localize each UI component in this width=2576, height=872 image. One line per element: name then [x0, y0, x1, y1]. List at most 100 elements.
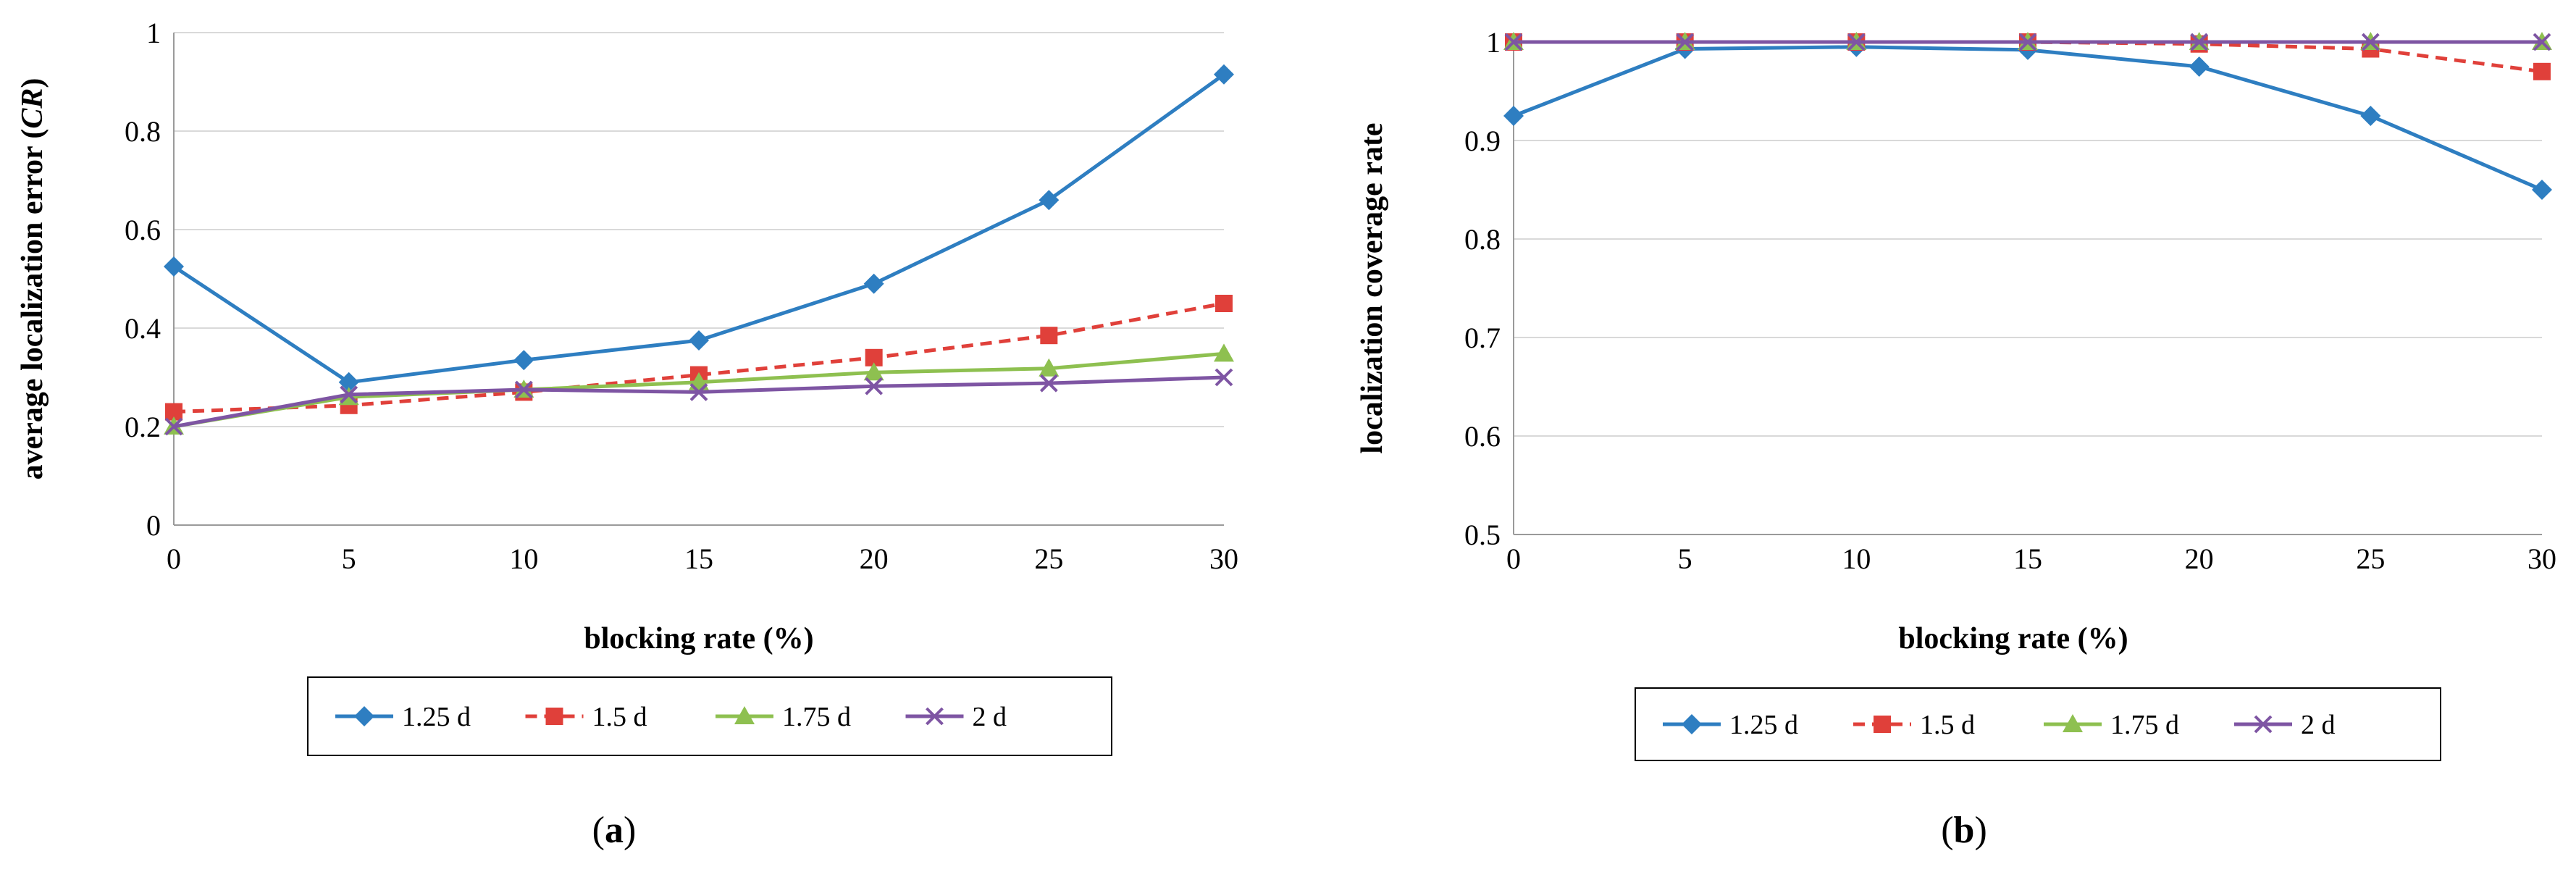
chart-a-legend-marker — [354, 706, 374, 726]
chart-b-data-point — [1847, 33, 1866, 51]
chart-b-y-tick-label: 0.5 — [1464, 519, 1501, 551]
chart-a-y-axis-title: average localization error (CR) — [16, 78, 49, 480]
chart-b-legend-marker — [2063, 714, 2083, 732]
chart-a-x-tick-label: 5 — [342, 542, 356, 575]
chart-a-series-1-25-d — [164, 64, 1234, 393]
chart-a-data-point — [514, 380, 533, 399]
chart-b-legend-label: 1.25 d — [1729, 710, 1798, 740]
chart-b-data-point — [1504, 33, 1523, 51]
chart-b-x-tick-labels: 0 5 10 15 20 25 30 — [1506, 542, 2556, 575]
chart-a-legend-label: 2 d — [973, 702, 1007, 732]
chart-b-data-point — [2360, 106, 2381, 126]
chart-b-data-point — [2532, 180, 2552, 200]
chart-b-x-tick-label: 25 — [2356, 542, 2385, 575]
chart-b-y-tick-label: 0.7 — [1464, 322, 1501, 354]
chart-b-series-2-d — [1504, 33, 2551, 51]
chart-b-y-axis-title: localization coverage rate — [1356, 122, 1389, 453]
chart-b-gridlines — [1514, 41, 2542, 437]
chart-b-legend-marker — [1682, 714, 1702, 734]
chart-b-legend-label: 1.5 d — [1920, 710, 1975, 740]
chart-b-panel-label: (b) — [1941, 810, 1987, 851]
chart-a-data-point — [863, 273, 884, 294]
chart-b-legend-item: 1.5 d — [1853, 710, 1975, 740]
chart-b-series-1-25-d — [1503, 36, 2552, 200]
chart-b-x-tick-label: 20 — [2185, 542, 2214, 575]
chart-a-data-point — [1214, 343, 1234, 362]
chart-a-data-point — [340, 385, 358, 404]
chart-b-data-point — [2361, 33, 2380, 51]
chart-b-x-tick-label: 10 — [1842, 542, 1871, 575]
chart-a-data-point — [164, 256, 184, 277]
chart-a-x-tick-label: 30 — [1209, 542, 1238, 575]
chart-b-y-tick-label: 0.8 — [1464, 223, 1501, 256]
chart-b-y-tick-labels: 0.5 0.6 0.7 0.8 0.9 1 — [1464, 26, 1501, 551]
chart-b-legend — [1635, 687, 2441, 761]
chart-a-x-tick-label: 25 — [1034, 542, 1063, 575]
chart-a-x-tick-label: 20 — [860, 542, 889, 575]
chart-b-legend-item: 1.75 d — [2044, 710, 2179, 740]
chart-a-x-tick-label: 0 — [167, 542, 181, 575]
chart-a-legend-label: 1.5 d — [592, 702, 647, 732]
chart-a-y-tick-label: 1 — [146, 17, 161, 49]
chart-a-legend-marker — [545, 708, 563, 725]
chart-b-series-line — [1513, 45, 2543, 192]
chart-a-legend-item: 2 d — [905, 702, 1007, 732]
chart-b-legend-item: 1.25 d — [1663, 710, 1798, 740]
chart-a-data-point — [1040, 327, 1058, 345]
chart-b-data-point — [2533, 33, 2551, 51]
chart-b: 0.5 0.6 0.7 0.8 0.9 1 0 5 10 15 20 25 30 localizati… — [1356, 26, 2556, 851]
chart-a-x-tick-label: 10 — [509, 542, 538, 575]
chart-a-x-axis-title: blocking rate (%) — [584, 622, 813, 655]
chart-a-data-point — [1214, 368, 1233, 387]
chart-a-series-1-75-d — [164, 343, 1234, 435]
chart-a-legend-entries: 1.25 d 1.5 d 1.75 d 2 d — [335, 702, 1007, 732]
chart-a-data-point — [865, 377, 884, 395]
chart-a-data-point — [689, 382, 708, 401]
chart-a-series-2-d — [164, 368, 1233, 436]
chart-a-y-tick-label: 0.2 — [125, 411, 161, 443]
chart-a-data-point — [1039, 358, 1060, 377]
chart-a-data-point — [689, 330, 709, 351]
chart-a-legend-item: 1.75 d — [716, 702, 851, 732]
chart-a-x-tick-labels: 0 5 10 15 20 25 30 — [167, 542, 1238, 575]
chart-a-data-point — [338, 372, 359, 393]
chart-a-data-point — [513, 350, 534, 371]
chart-a-data-point — [1039, 190, 1060, 211]
chart-b-y-tick-label: 1 — [1486, 26, 1501, 59]
chart-a-legend-label: 1.25 d — [402, 702, 471, 732]
chart-a-legend-item: 1.5 d — [525, 702, 647, 732]
chart-a-series — [164, 64, 1234, 436]
chart-b-data-point — [2189, 56, 2210, 77]
chart-a-legend-marker — [734, 706, 755, 724]
chart-b-x-tick-label: 0 — [1506, 542, 1521, 575]
chart-a-data-point — [863, 362, 884, 381]
chart-b-x-tick-label: 15 — [2013, 542, 2042, 575]
chart-a-y-tick-label: 0 — [146, 509, 161, 542]
chart-b-legend-label: 2 d — [2301, 710, 2336, 740]
chart-a-y-tick-labels: 0 0.2 0.4 0.6 0.8 1 — [125, 17, 161, 542]
chart-b-data-point — [1503, 106, 1524, 126]
chart-a-legend-item: 1.25 d — [335, 702, 471, 732]
chart-b-y-tick-label: 0.9 — [1464, 125, 1501, 157]
chart-a-legend-label: 1.75 d — [782, 702, 851, 732]
chart-b-legend-marker — [2254, 715, 2273, 734]
chart-a-data-point — [1039, 374, 1058, 393]
chart-b-y-tick-label: 0.6 — [1464, 420, 1501, 453]
chart-a-series-line — [173, 301, 1225, 414]
chart-a-y-tick-label: 0.8 — [125, 115, 161, 148]
chart-a-x-tick-label: 15 — [684, 542, 713, 575]
chart-a: 0 0.2 0.4 0.6 0.8 1 0 5 10 15 20 25 30 average loca… — [16, 17, 1238, 851]
chart-a-legend — [307, 676, 1112, 756]
chart-b-data-point — [2533, 62, 2551, 80]
chart-b-legend-marker — [1874, 716, 1891, 733]
chart-b-x-tick-label: 5 — [1678, 542, 1692, 575]
chart-b-data-point — [2018, 33, 2037, 51]
chart-b-legend-entries: 1.25 d 1.5 d 1.75 d 2 d — [1663, 710, 2336, 740]
chart-a-panel-label: (a) — [592, 810, 637, 851]
chart-b-legend-item: 2 d — [2234, 710, 2336, 740]
chart-b-series — [1503, 32, 2552, 200]
chart-b-x-axis-title: blocking rate (%) — [1898, 622, 2128, 655]
chart-b-data-point — [1676, 33, 1695, 51]
chart-b-data-point — [2190, 33, 2209, 51]
